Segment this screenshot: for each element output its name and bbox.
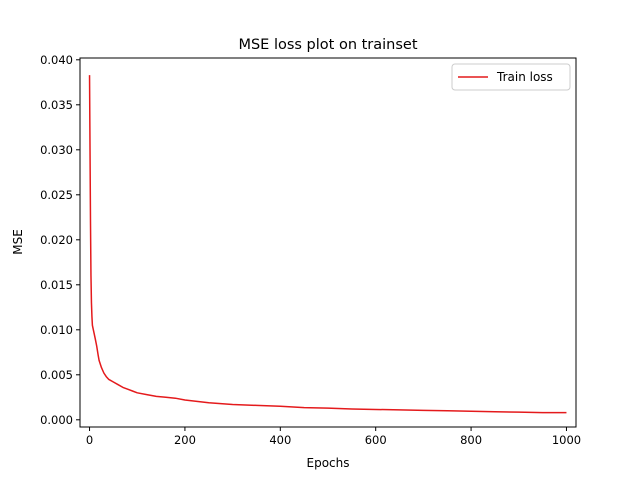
axes-frame <box>79 57 577 428</box>
x-tick-label: 600 <box>365 433 387 447</box>
x-tick-label: 800 <box>460 433 482 447</box>
y-axis-label: MSE <box>11 229 25 255</box>
y-tick-label: 0.005 <box>40 368 73 382</box>
plot-area <box>88 75 567 414</box>
chart-title: MSE loss plot on trainset <box>238 37 417 53</box>
y-tick-label: 0.020 <box>40 233 73 247</box>
x-tick-label: 1000 <box>552 433 581 447</box>
y-tick-label: 0.015 <box>40 278 73 292</box>
y-tick-label: 0.000 <box>40 413 73 427</box>
legend: Train loss <box>451 63 571 91</box>
legend-label: Train loss <box>496 70 553 84</box>
x-tick-label: 200 <box>174 433 196 447</box>
y-tick-label: 0.040 <box>40 53 73 67</box>
y-tick-label: 0.010 <box>40 323 73 337</box>
y-tick-label: 0.035 <box>40 98 73 112</box>
legend-box <box>451 63 571 91</box>
x-tick-label: 400 <box>269 433 291 447</box>
x-axis: 0 200 400 600 800 1000 <box>86 427 581 447</box>
y-tick-label: 0.025 <box>40 188 73 202</box>
series-line-train-loss <box>88 75 567 414</box>
y-tick-label: 0.030 <box>40 143 73 157</box>
y-axis: 0.000 0.005 0.010 0.015 0.020 0.025 0.030 0.035… <box>40 53 80 427</box>
x-axis-label: Epochs <box>307 456 350 470</box>
x-tick-label: 0 <box>86 433 93 447</box>
